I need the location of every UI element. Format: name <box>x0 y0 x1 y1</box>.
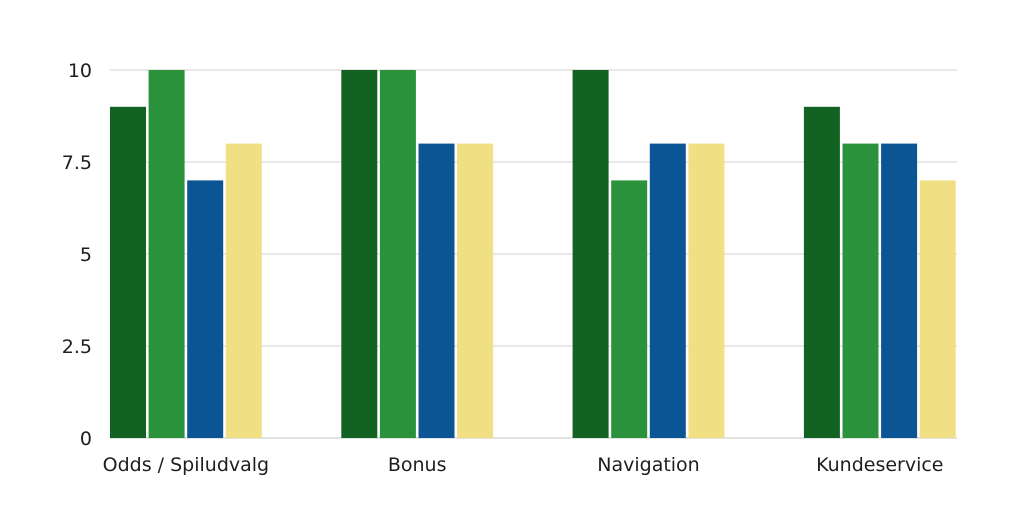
category-label: Kundeservice <box>816 454 943 476</box>
bar <box>379 70 416 438</box>
category-label: Navigation <box>597 454 699 476</box>
category-label: Bonus <box>388 454 447 476</box>
bar <box>225 143 262 438</box>
bar <box>148 70 185 438</box>
bar <box>881 143 918 438</box>
bar <box>803 106 840 439</box>
bar <box>842 143 879 438</box>
y-axis-tick-labels: 0 2.5 5 7.5 10 <box>62 60 92 450</box>
y-tick-label: 0 <box>80 428 92 450</box>
y-tick-label: 2.5 <box>62 336 92 358</box>
bar <box>572 70 609 438</box>
y-tick-label: 5 <box>80 244 92 266</box>
bar <box>919 180 956 438</box>
bar <box>688 143 725 438</box>
bars <box>110 70 956 439</box>
bar <box>649 143 686 438</box>
bar <box>187 180 224 438</box>
bar <box>341 70 378 438</box>
bar <box>110 106 146 439</box>
x-axis-category-labels: Odds / Spiludvalg Bonus Navigation Kundeser… <box>103 454 944 476</box>
y-tick-label: 10 <box>68 60 92 82</box>
bar <box>611 180 648 438</box>
bar <box>457 143 494 438</box>
y-tick-label: 7.5 <box>62 152 92 174</box>
bar <box>418 143 455 438</box>
category-label: Odds / Spiludvalg <box>103 454 269 476</box>
